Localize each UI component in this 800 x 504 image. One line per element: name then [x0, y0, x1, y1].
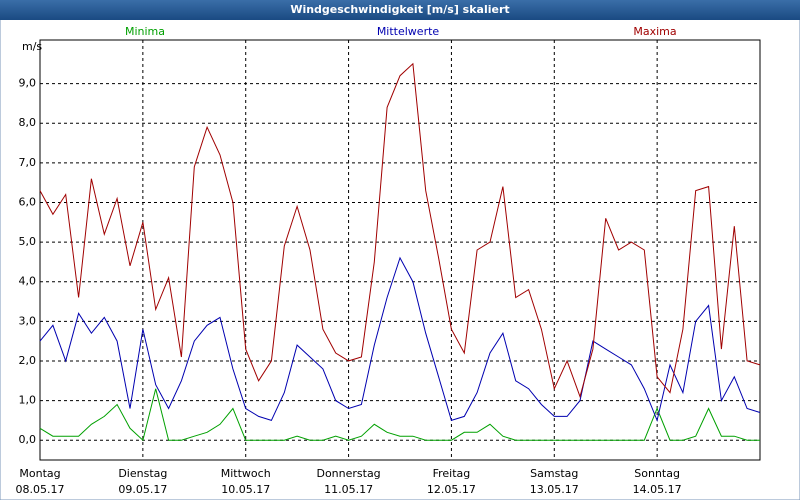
x-tick-label: Donnerstag 11.05.17: [316, 467, 380, 496]
legend-entry: Mittelwerte: [377, 25, 440, 38]
legend-entry: Maxima: [633, 25, 676, 38]
data-line: [39, 256, 761, 423]
x-tick-label: Montag 08.05.17: [16, 467, 65, 496]
y-tick-label: 9,0: [19, 77, 37, 90]
x-tick-label: Freitag 12.05.17: [427, 467, 476, 496]
y-tick-label: 0,0: [19, 433, 37, 446]
x-tick-label: Dienstag 09.05.17: [118, 467, 167, 496]
y-tick-label: 6,0: [19, 195, 37, 208]
y-tick-label: 2,0: [19, 354, 37, 367]
legend-entry: Minima: [125, 25, 165, 38]
y-tick-label: 1,0: [19, 394, 37, 407]
chart-title: Windgeschwindigkeit [m/s] skaliert: [290, 3, 509, 16]
y-tick-label: 7,0: [19, 156, 37, 169]
y-tick-label: 5,0: [19, 235, 37, 248]
x-tick-label: Mittwoch 10.05.17: [221, 467, 271, 496]
y-tick-label: 3,0: [19, 314, 37, 327]
data-line: [39, 388, 760, 442]
y-tick-label: 8,0: [19, 116, 37, 129]
x-tick-label: Sonntag 14.05.17: [633, 467, 682, 496]
y-tick-label: 4,0: [19, 275, 37, 288]
x-tick-label: Samstag 13.05.17: [530, 467, 579, 496]
title-bar: [0, 0, 800, 20]
y-axis-label: m/s: [22, 40, 42, 53]
data-line: [39, 62, 761, 399]
